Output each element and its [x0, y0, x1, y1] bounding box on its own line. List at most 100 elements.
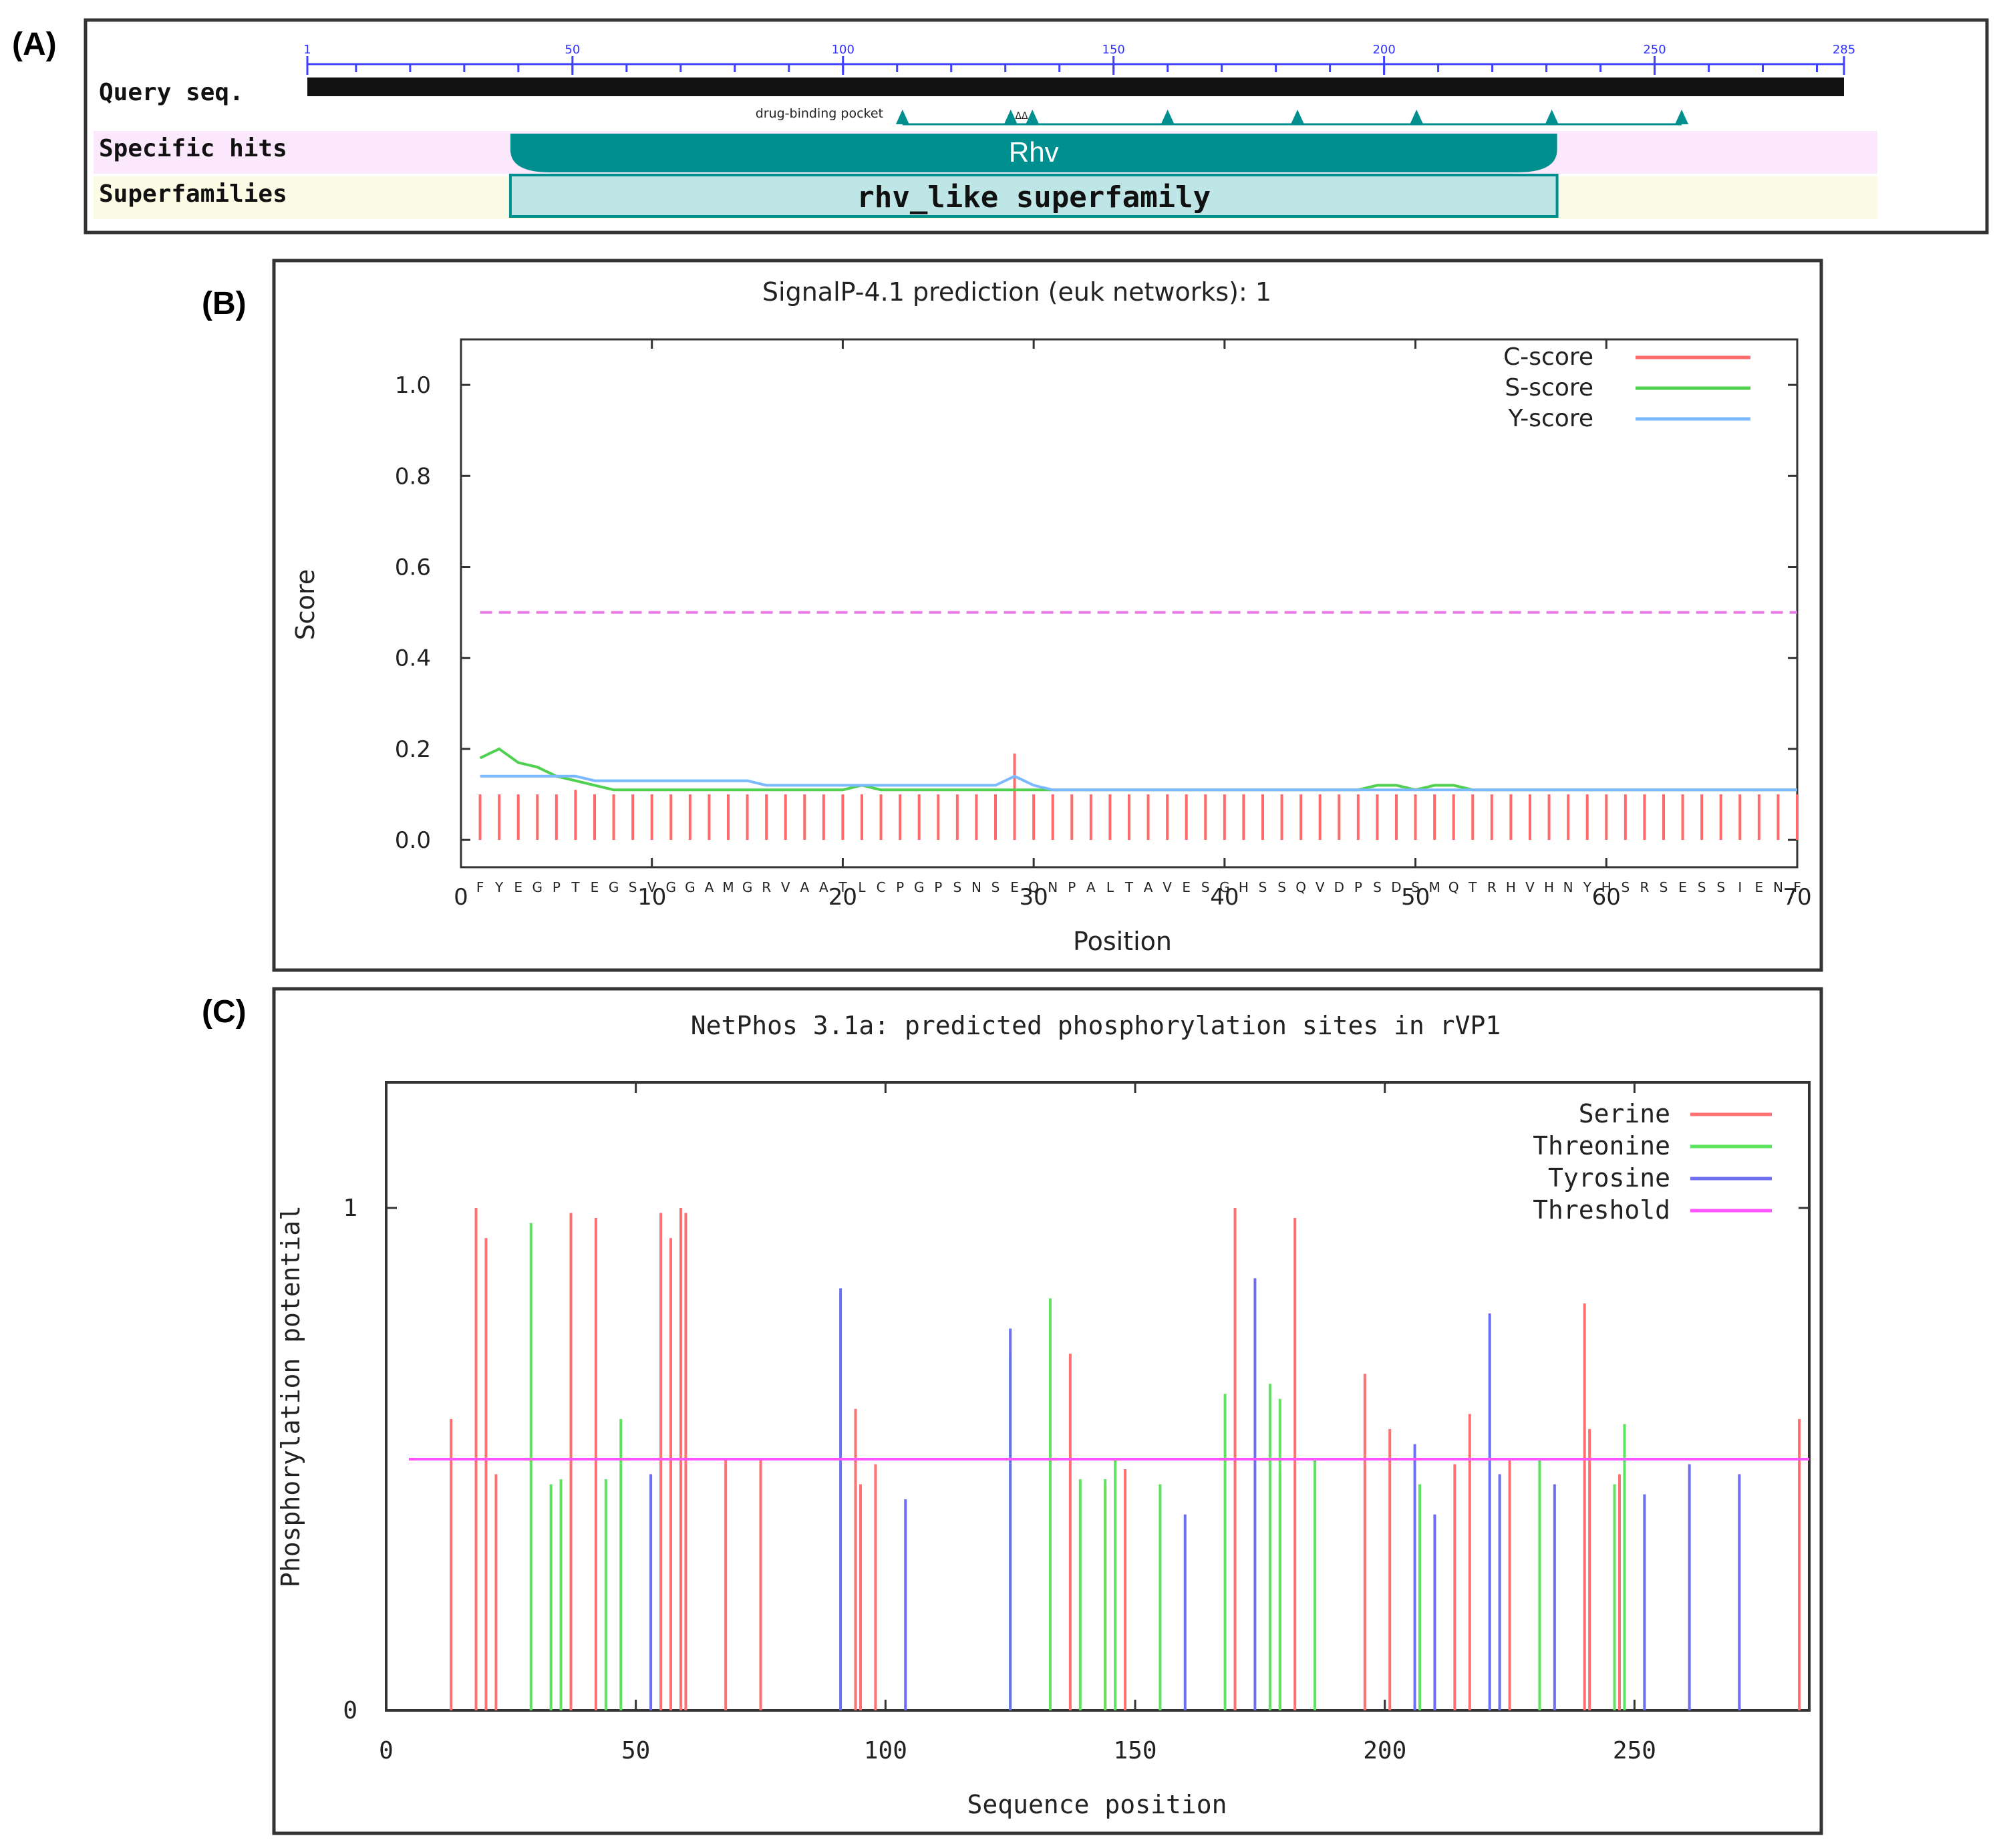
netphos-xtick-label: 200 [1363, 1737, 1406, 1764]
residue-label: G [914, 879, 925, 895]
phosphorylation-site-bars [450, 1208, 1801, 1710]
residue-label: H [1506, 879, 1516, 895]
signalp-plot-area [460, 338, 1799, 869]
residue-label: E [514, 879, 522, 895]
rhv-domain-bar [510, 134, 1557, 172]
row-label-specific: Specific hits [99, 135, 287, 162]
residue-label: S [1660, 879, 1668, 895]
residue-label: R [1487, 879, 1497, 895]
residue-label: T [571, 879, 580, 895]
legend-serine: Serine [1579, 1099, 1670, 1128]
residue-label: V [1525, 879, 1535, 895]
residue-label: S [1277, 879, 1286, 895]
residue-label: E [1755, 879, 1764, 895]
legend-c-score: C-score [1503, 343, 1593, 371]
residue-label: G [609, 879, 619, 895]
residue-label: F [1793, 879, 1801, 895]
c-score-series [478, 753, 1799, 840]
residue-label: M [1429, 879, 1440, 895]
domain-bars: Rhv rhv_like superfamily [508, 134, 1559, 218]
drug-binding-pocket-track: drug-binding pocket ΔΔ [756, 106, 1689, 126]
panel-label-a: (A) [12, 27, 57, 62]
residue-label: E [1182, 879, 1191, 895]
row-label-superfamilies: Superfamilies [99, 180, 287, 208]
residue-label: V [781, 879, 790, 895]
legend-threshold: Threshold [1533, 1195, 1670, 1225]
residue-label: A [705, 879, 714, 895]
residue-label: A [819, 879, 828, 895]
residue-label: S [991, 879, 1000, 895]
netphos-xtick-label: 50 [621, 1737, 650, 1764]
signalp-ytick-label: 0.2 [395, 736, 431, 763]
residue-label: A [800, 879, 809, 895]
residue-label: G [532, 879, 543, 895]
residue-label: H [1601, 879, 1611, 895]
signalp-xtick-label: 40 [1210, 884, 1239, 911]
residue-label: G [742, 879, 753, 895]
signalp-xtick-label: 0 [454, 884, 468, 911]
netphos-title: NetPhos 3.1a: predicted phosphorylation … [691, 1011, 1501, 1040]
residue-label: D [1391, 879, 1401, 895]
residue-label: V [647, 879, 657, 895]
residue-label: N [1048, 879, 1058, 895]
residue-label: L [858, 879, 866, 895]
query-axis-tick-label: 100 [832, 43, 855, 57]
row-label-query: Query seq. [99, 79, 244, 106]
residue-label: P [553, 879, 561, 895]
netphos-legend: Serine Threonine Tyrosine Threshold [1533, 1099, 1772, 1225]
binding-site-marker [1291, 110, 1305, 124]
rhv-like-superfamily-bar [508, 174, 1559, 218]
panel-label-b: (B) [202, 286, 247, 321]
residue-label: E [591, 879, 599, 895]
binding-site-marker [1545, 110, 1559, 124]
drug-binding-pocket-label: drug-binding pocket [756, 106, 883, 121]
binding-site-marker [1026, 110, 1040, 124]
residue-label: S [1716, 879, 1725, 895]
netphos-xtick-label: 0 [379, 1737, 394, 1764]
netphos-xlabel: Sequence position [967, 1790, 1227, 1819]
signalp-legend: C-score S-score Y-score [1503, 343, 1750, 432]
residue-label: T [838, 879, 847, 895]
legend-s-score: S-score [1505, 374, 1593, 402]
signalp-xtick-label: 30 [1020, 884, 1048, 911]
rhv-domain-label: Rhv [1009, 136, 1059, 168]
netphos-ylabel: Phosphorylation potential [276, 1205, 305, 1587]
binding-site-marker [1161, 110, 1175, 124]
residue-label: V [1316, 879, 1325, 895]
signalp-ytick-label: 0.0 [395, 827, 431, 854]
binding-site-marker [1410, 110, 1424, 124]
residue-label: P [934, 879, 942, 895]
signalp-ytick-label: 0.8 [395, 463, 431, 490]
signalp-xtick-label: 60 [1592, 884, 1621, 911]
signalp-axes: 0.0 0.2 0.4 0.6 0.8 1.0 0 10 20 30 40 50 60 70 [395, 339, 1812, 911]
residue-label: F [476, 879, 484, 895]
netphos-xtick-label: 250 [1613, 1737, 1656, 1764]
signalp-ylabel: Score [291, 569, 320, 640]
residue-label: S [1698, 879, 1706, 895]
residue-label: Y [494, 879, 504, 895]
residue-label: Q [1028, 879, 1039, 895]
superfamily-label: rhv_like superfamily [857, 180, 1211, 214]
residue-label: G [685, 879, 696, 895]
residue-label: L [1106, 879, 1114, 895]
residue-label: T [1468, 879, 1477, 895]
residue-label: C [877, 879, 886, 895]
residue-label: H [1544, 879, 1554, 895]
query-axis-tick-label: 50 [565, 43, 580, 57]
binding-site-marker [1675, 110, 1689, 124]
residue-label: P [1354, 879, 1362, 895]
query-sequence-bar [307, 78, 1844, 96]
residue-label: D [1334, 879, 1344, 895]
legend-y-score: Y-score [1508, 405, 1593, 432]
residue-label: E [1678, 879, 1687, 895]
residue-label: I [1738, 879, 1742, 895]
netphos-ytick-label: 1 [343, 1195, 357, 1222]
binding-site-cluster-label: ΔΔ [1015, 111, 1028, 122]
netphos-ytick-label: 0 [343, 1697, 357, 1724]
residue-label: A [1144, 879, 1153, 895]
residue-label: V [1163, 879, 1172, 895]
signalp-title: SignalP-4.1 prediction (euk networks): 1 [762, 277, 1271, 307]
query-axis-tick-label: 200 [1372, 43, 1395, 57]
